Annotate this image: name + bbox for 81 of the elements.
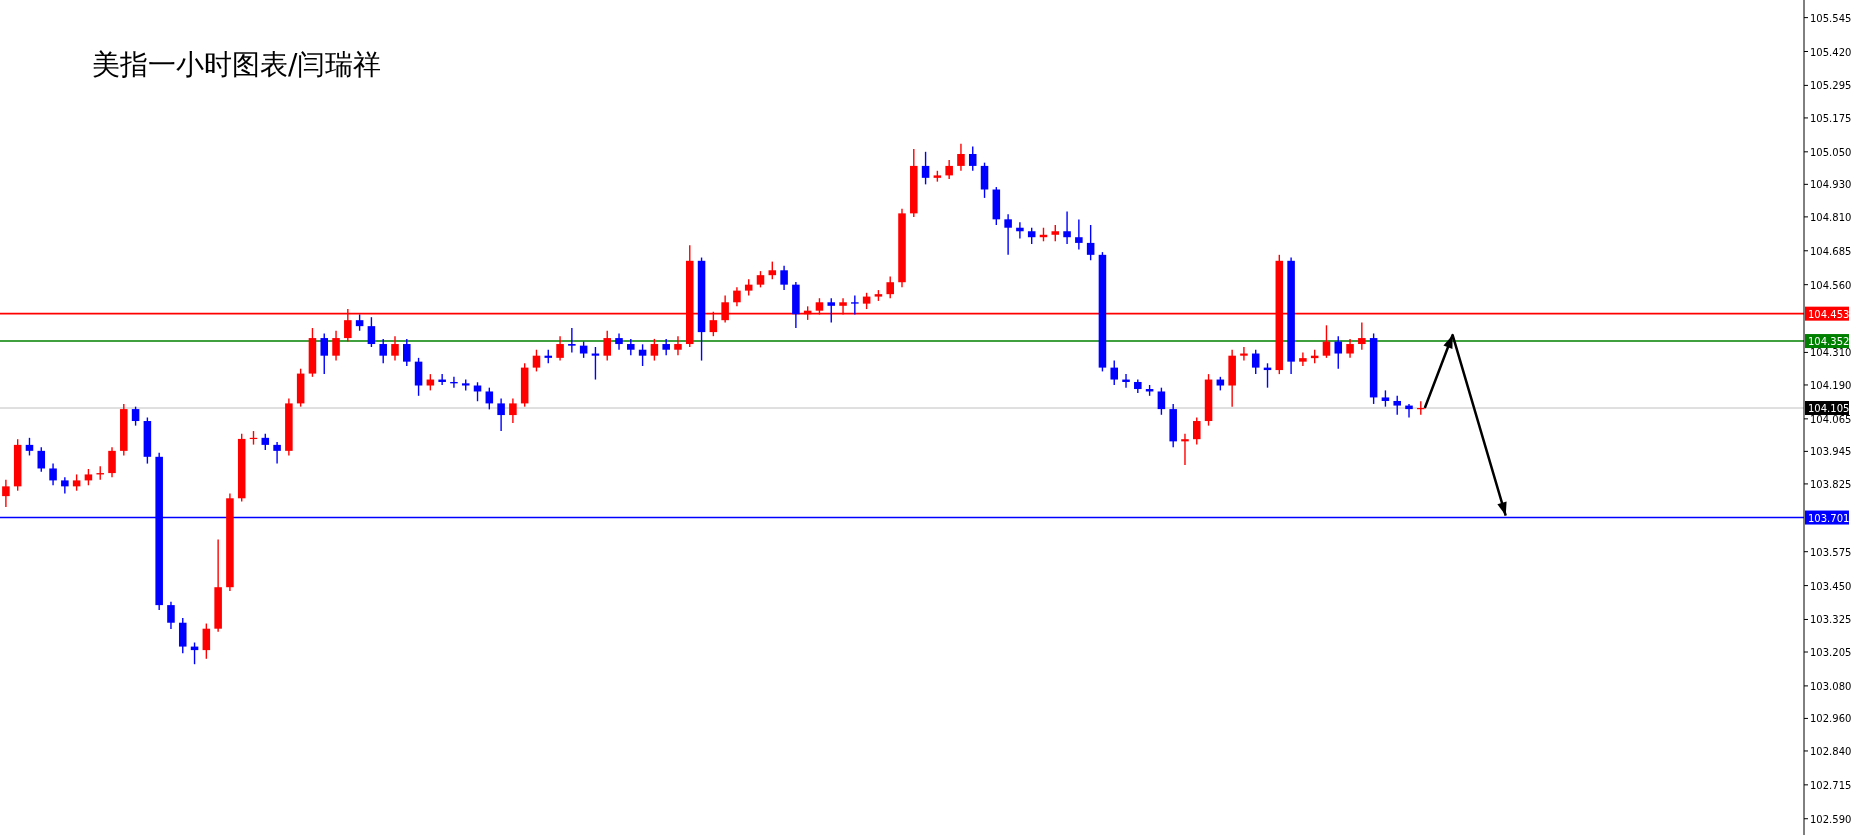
candlestick [650, 338, 659, 362]
candlestick [1110, 359, 1119, 386]
y-tick-label: 102.840 [1810, 745, 1852, 757]
candlestick [497, 397, 505, 432]
candlestick [1346, 338, 1354, 359]
candlestick [945, 159, 953, 180]
y-tick-label: 103.945 [1810, 446, 1852, 458]
candlestick [273, 441, 281, 465]
ref-line-label: 104.352 [1808, 336, 1850, 348]
candlestick [485, 386, 494, 411]
candlestick [1086, 224, 1095, 261]
candlestick [532, 349, 541, 373]
y-tick-label: 103.080 [1810, 680, 1852, 692]
y-tick-label: 105.545 [1810, 12, 1852, 24]
candlestick [131, 405, 140, 427]
candlestick [2, 479, 10, 508]
y-tick-label: 103.450 [1810, 580, 1852, 592]
candlestick [568, 327, 576, 354]
candlestick [1251, 349, 1260, 375]
y-tick-label: 104.190 [1810, 379, 1852, 391]
y-tick-label: 103.575 [1810, 546, 1852, 558]
ref-line-label: 104.105 [1808, 403, 1850, 415]
candlestick [615, 332, 623, 351]
candlestick [1393, 395, 1401, 416]
candlestick [556, 335, 564, 362]
candlestick [108, 446, 116, 478]
candlestick [414, 357, 423, 397]
ref-line-label: 104.453 [1808, 308, 1850, 320]
candlestick [403, 338, 411, 367]
y-tick-label: 105.295 [1810, 80, 1852, 92]
candlestick [49, 462, 57, 486]
candlestick [1193, 416, 1201, 446]
candlestick [1063, 210, 1071, 245]
y-tick-label: 104.560 [1810, 279, 1852, 291]
y-tick-label: 104.930 [1810, 179, 1852, 191]
candlestick [379, 338, 387, 364]
candlestick [332, 330, 340, 362]
candlestick [1157, 386, 1166, 416]
ref-line-label: 103.701 [1808, 512, 1850, 524]
candlestick [1240, 346, 1248, 362]
y-tick-label: 104.810 [1810, 211, 1852, 223]
candlestick [851, 294, 859, 316]
y-tick-label: 103.825 [1810, 478, 1852, 490]
candlestick [391, 335, 399, 362]
candlestick [509, 397, 517, 424]
candlestick [886, 275, 894, 299]
candlestick [827, 297, 836, 324]
y-tick-label: 104.685 [1810, 245, 1852, 257]
candlestick [957, 142, 965, 172]
candlestick [202, 622, 211, 660]
candlestick [921, 151, 930, 186]
candlestick [1181, 433, 1189, 466]
y-tick-label: 102.715 [1810, 779, 1852, 791]
candlestick [37, 446, 46, 473]
candlestick [1075, 218, 1083, 251]
candlestick [980, 161, 989, 199]
candlestick [780, 264, 788, 291]
y-tick-label: 102.590 [1810, 813, 1852, 825]
y-tick-label: 105.050 [1810, 146, 1852, 158]
candlestick [178, 617, 187, 655]
candlestick [1004, 213, 1012, 256]
y-tick-label: 105.420 [1810, 46, 1852, 58]
candlestick [674, 335, 682, 356]
candlestick [367, 316, 376, 348]
candlestick [1299, 351, 1307, 367]
candlestick [603, 330, 611, 362]
candlestick [733, 286, 741, 308]
candlestick [167, 601, 175, 630]
candlestick [320, 332, 329, 375]
candlestick [968, 145, 977, 172]
candlestick [1358, 321, 1366, 351]
candlestick [1334, 335, 1343, 370]
candlestick [638, 343, 647, 367]
y-tick-label: 105.175 [1810, 112, 1852, 124]
y-tick-label: 102.960 [1810, 713, 1852, 725]
candlestick [1322, 324, 1331, 359]
y-tick-label: 103.205 [1810, 647, 1852, 658]
y-tick-label: 104.310 [1810, 347, 1852, 359]
y-tick-label: 104.065 [1810, 413, 1852, 425]
text: 美指一小时图表/闫瑞祥 [92, 48, 382, 81]
y-tick-label: 103.325 [1810, 614, 1852, 626]
